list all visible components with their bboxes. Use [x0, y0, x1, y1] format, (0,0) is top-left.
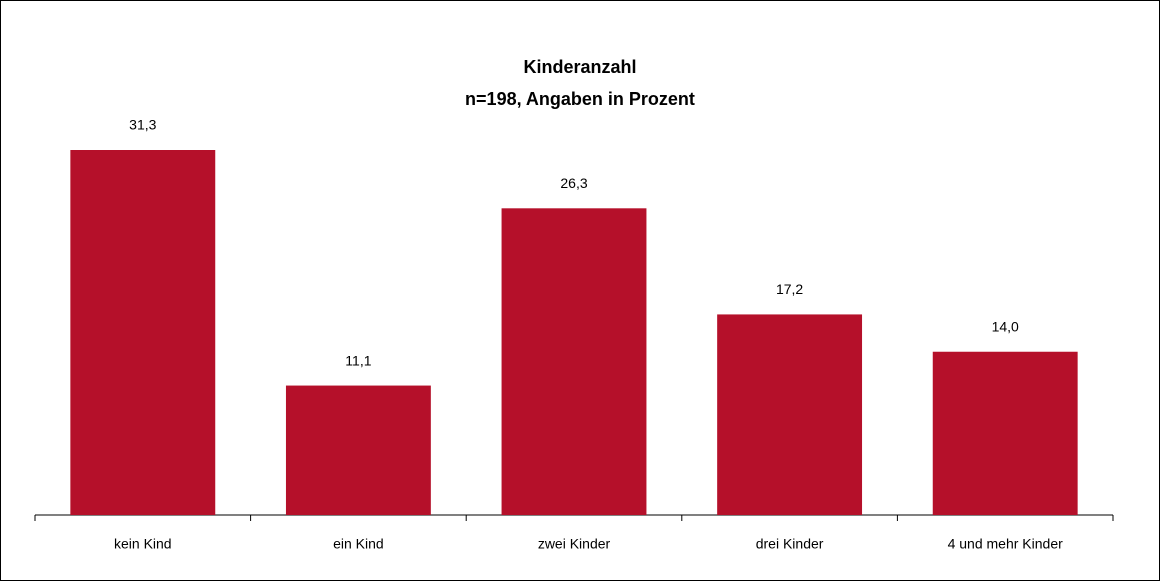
bar [932, 351, 1078, 515]
x-tick-label: ein Kind [333, 536, 384, 552]
value-label: 31,3 [129, 117, 156, 133]
value-label: 26,3 [560, 175, 587, 191]
x-tick-label: drei Kinder [756, 536, 824, 552]
bar [70, 150, 216, 515]
x-tick-label: 4 und mehr Kinder [948, 536, 1064, 552]
value-label: 14,0 [992, 318, 1019, 334]
chart-title: Kinderanzahl [523, 57, 636, 77]
x-tick-label: kein Kind [114, 536, 172, 552]
bar [285, 385, 431, 515]
bar [717, 314, 863, 515]
bar [501, 208, 647, 515]
x-tick-label: zwei Kinder [538, 536, 611, 552]
chart-subtitle: n=198, Angaben in Prozent [465, 89, 695, 109]
value-label: 11,1 [345, 352, 371, 368]
value-label: 17,2 [776, 281, 803, 297]
